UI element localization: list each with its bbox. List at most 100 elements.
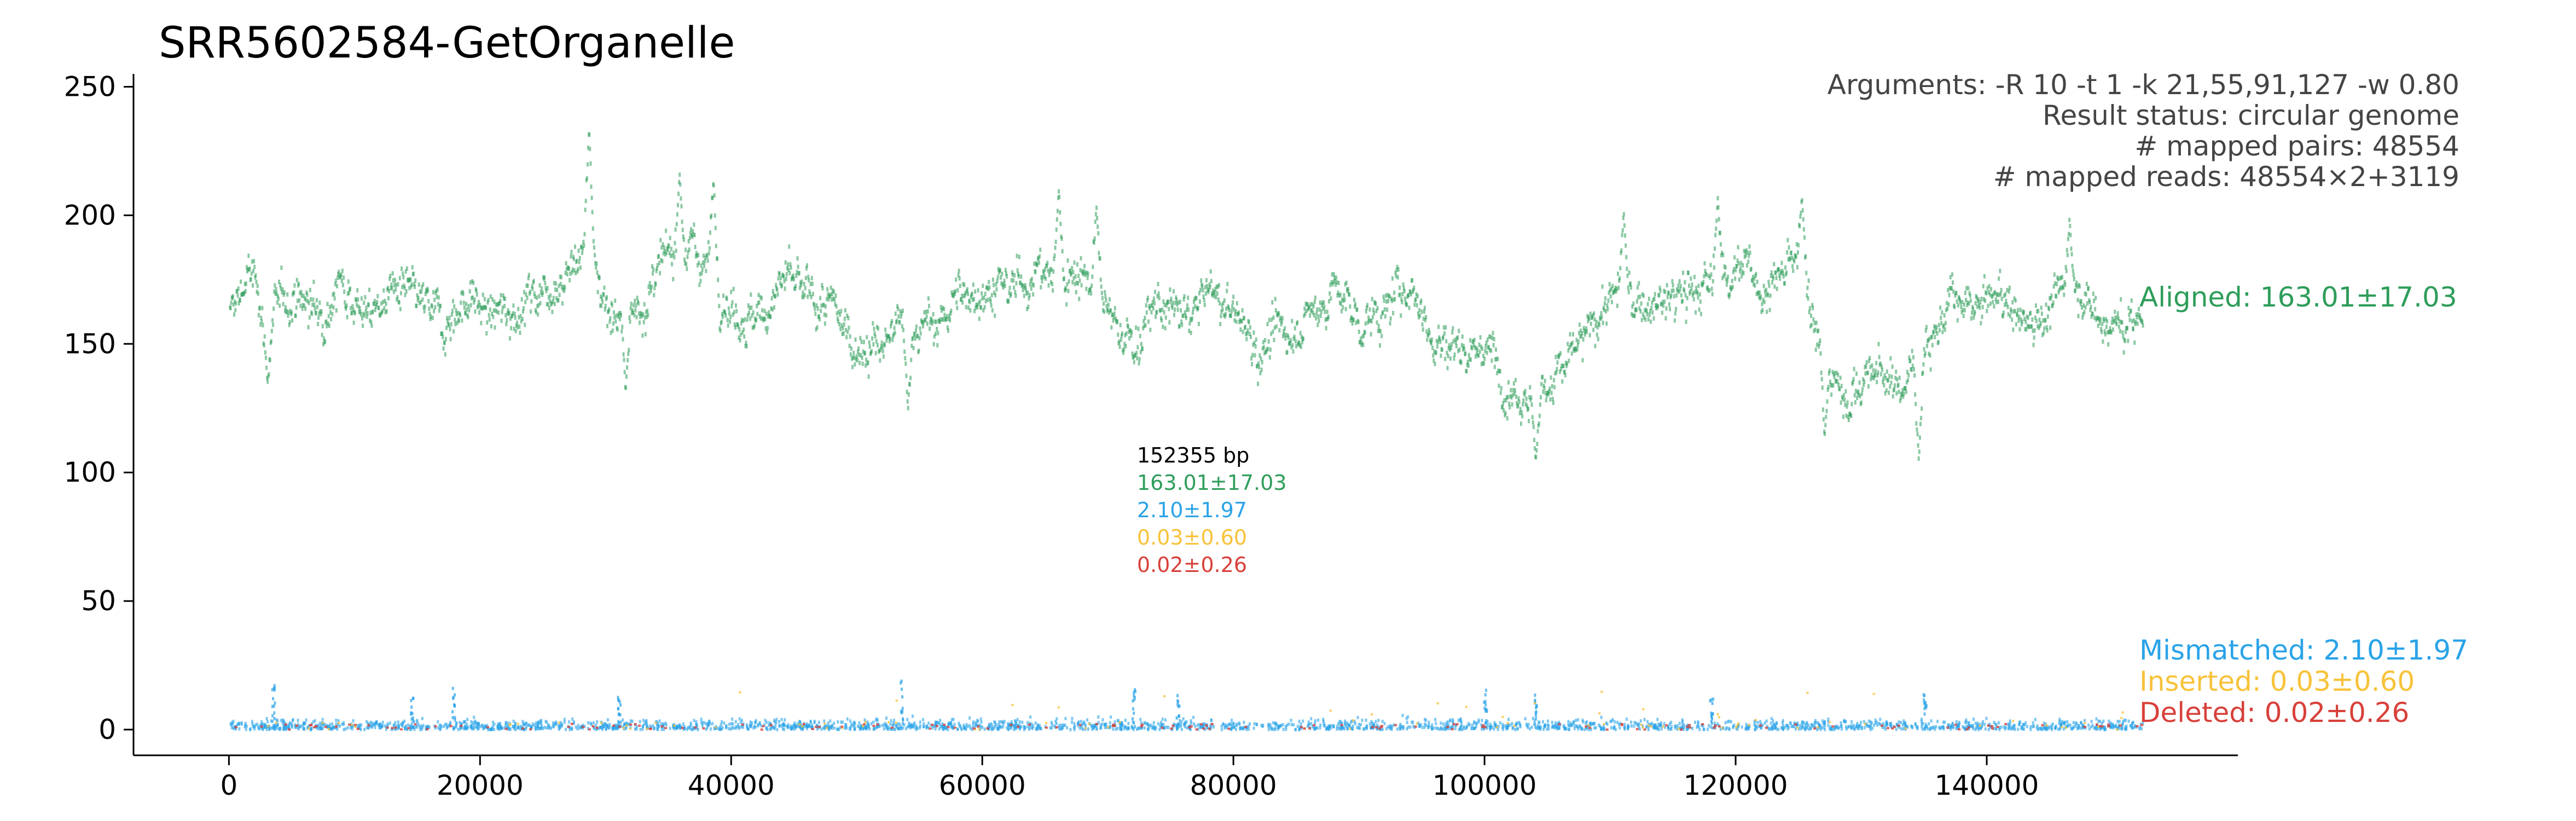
aligned-point [383,306,386,311]
mismatched-point [734,720,737,724]
aligned-point [1607,298,1610,303]
mismatched-point [1386,725,1389,729]
aligned-point [1884,376,1887,381]
aligned-point [792,273,794,278]
aligned-point [1939,305,1942,310]
aligned-point [1739,265,1742,270]
mismatched-point [1781,721,1784,725]
aligned-point [1152,306,1154,311]
aligned-point [1858,392,1860,397]
aligned-point [373,298,376,303]
mismatched-point [1081,723,1084,727]
aligned-point [555,281,558,286]
aligned-point [1697,284,1700,288]
aligned-point [514,329,517,334]
aligned-point [1632,301,1635,306]
aligned-point [1507,380,1510,385]
aligned-point [2078,284,2081,289]
mismatched-point [1993,727,1995,731]
aligned-point [678,172,681,177]
mismatched-point [1585,726,1588,730]
aligned-point [1746,263,1749,268]
mismatched-point [655,720,658,724]
aligned-point [473,300,475,305]
mismatched-point [1307,724,1309,728]
aligned-point [791,276,794,281]
aligned-point [1693,290,1696,294]
aligned-point [710,213,713,218]
aligned-point [1912,367,1915,372]
aligned-point [1032,283,1035,288]
aligned-point [1671,279,1674,284]
aligned-point [356,288,359,293]
aligned-point [1617,286,1620,291]
aligned-point [1096,216,1099,221]
aligned-point [515,323,518,328]
mismatched-point [952,718,955,721]
aligned-point [932,342,935,346]
aligned-point [1300,334,1303,339]
aligned-point [916,334,919,339]
aligned-point [2014,309,2016,314]
aligned-point [1312,304,1315,309]
aligned-point [1031,282,1034,287]
aligned-point [848,344,851,349]
mismatched-point [291,724,293,727]
aligned-point [1644,308,1646,313]
aligned-point [1210,279,1212,284]
aligned-point [1065,287,1067,292]
aligned-point [2084,305,2087,310]
aligned-point [364,295,367,300]
mismatched-point [1998,727,2001,731]
mismatched-point [374,725,376,729]
aligned-point [1665,306,1668,311]
aligned-point [885,333,887,338]
mismatched-point [400,722,403,726]
mismatched-point [546,720,548,724]
aligned-point [1393,290,1396,295]
mismatched-point [1754,724,1756,728]
mismatched-point [248,727,251,731]
mismatched-point [1016,724,1019,727]
mismatched-point [2020,727,2023,731]
aligned-point [621,325,624,329]
aligned-point [1693,274,1696,279]
aligned-point [1022,284,1025,288]
mismatched-point [964,725,967,729]
aligned-point [2084,291,2086,296]
aligned-point [1398,292,1401,297]
aligned-point [1882,377,1885,381]
aligned-point [1010,277,1013,282]
aligned-point [832,288,834,293]
aligned-point [1339,302,1342,307]
mismatched-point [1192,715,1195,719]
mismatched-point [472,727,475,731]
aligned-point [1112,315,1115,320]
mismatched-point [1475,725,1478,729]
mismatched-point [837,720,839,724]
mismatched-point [1370,720,1373,724]
mismatched-point [596,720,599,724]
aligned-point [1797,243,1800,248]
aligned-point [1083,269,1086,274]
aligned-point [1464,351,1467,356]
aligned-point [1863,379,1866,384]
mismatched-point [1976,721,1979,725]
aligned-point [594,253,596,258]
mismatched-point [875,717,878,721]
mismatched-point [2061,720,2063,724]
mismatched-point [463,726,466,730]
mismatched-point [1702,724,1704,727]
mismatched-point [582,726,584,730]
aligned-point [1517,403,1519,408]
aligned-point [1614,285,1617,290]
aligned-point [962,282,965,287]
aligned-point [1440,353,1442,358]
aligned-point [324,339,327,344]
mismatched-point [850,722,853,726]
mismatched-point [1633,724,1635,728]
aligned-point [2011,300,2014,305]
aligned-point [1730,286,1733,291]
aligned-point [1913,373,1916,378]
aligned-point [1963,308,1966,313]
